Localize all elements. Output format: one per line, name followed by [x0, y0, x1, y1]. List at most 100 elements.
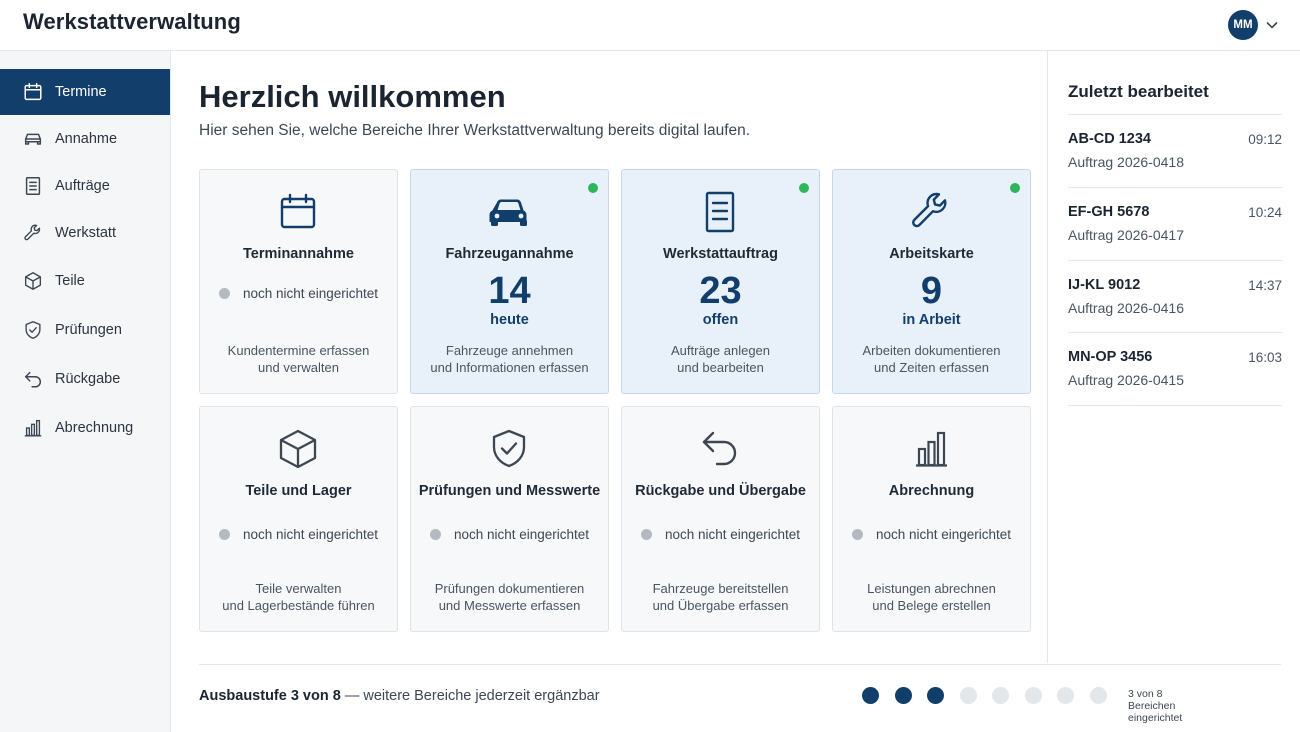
progress-dot-pending [1089, 687, 1107, 704]
tile-pruefungen-und-messwerte[interactable]: Prüfungen und Messwerte noch nicht einge… [410, 406, 609, 632]
progress-dot-pending [992, 687, 1009, 704]
status-text: noch nicht eingerichtet [875, 527, 1012, 542]
shield-check-icon [25, 321, 41, 339]
sidebar-item-label: Annahme [55, 131, 118, 147]
tile-arbeitskarte[interactable]: Arbeitskarte 9 in Arbeit Arbeiten dokume… [832, 169, 1031, 394]
tile-description-line: Fahrzeuge annehmen [445, 343, 574, 358]
user-avatar[interactable]: MM [1228, 10, 1258, 40]
box-icon [279, 429, 317, 469]
tile-terminannahme[interactable]: Terminannahme noch nicht eingerichtet Ku… [199, 169, 398, 394]
status-dot [851, 529, 863, 540]
tile-description: Arbeiten dokumentieren und Zeiten erfass… [833, 342, 1030, 376]
tile-description-line: Teile verwalten [255, 581, 342, 596]
progress-dot-done [862, 687, 879, 704]
footer-divider [199, 664, 1281, 665]
license-plate: EF-GH 5678 [1068, 204, 1150, 220]
sidebar-item-label: Abrechnung [55, 420, 134, 436]
recent-panel-title: Zuletzt bearbeitet [1068, 82, 1209, 101]
sidebar-item-abrechnung[interactable]: Abrechnung [0, 405, 170, 451]
app-title: Werkstattverwaltung [23, 9, 241, 34]
recent-item[interactable]: IJ-KL 9012 Auftrag 2026-0416 14:37 [1068, 261, 1282, 333]
progress-dot-done [894, 687, 912, 704]
car-icon [24, 133, 42, 145]
tile-title: Teile und Lager [245, 483, 352, 499]
calendar-icon [24, 83, 42, 101]
tile-count-unit: heute [490, 312, 529, 328]
main-content: Herzlich willkommen Hier sehen Sie, welc… [171, 51, 1281, 732]
divider [1068, 187, 1282, 188]
progress-dot-pending [1057, 687, 1074, 704]
tile-description: Kundentermine erfassen und verwalten [200, 342, 397, 376]
return-arrow-icon [702, 431, 737, 466]
tile-title: Abrechnung [888, 483, 975, 499]
status-dot [218, 529, 230, 540]
tile-fahrzeugannahme[interactable]: Fahrzeugannahme 14 heute Fahrzeuge anneh… [410, 169, 609, 394]
divider [1068, 332, 1282, 333]
sidebar-item-termine[interactable]: Termine [0, 69, 170, 115]
tile-description-line: und Übergabe erfassen [652, 598, 789, 613]
tile-rueckgabe-und-uebergabe[interactable]: Rückgabe und Übergabe noch nicht eingeri… [621, 406, 820, 632]
shield-check-icon [492, 429, 526, 468]
sidebar-item-label: Aufträge [55, 178, 110, 194]
sidebar-item-rueckgabe[interactable]: Rückgabe [0, 356, 170, 402]
status-dot [218, 288, 230, 299]
document-icon [25, 177, 41, 195]
car-icon [489, 199, 527, 226]
tile-teile-und-lager[interactable]: Teile und Lager noch nicht eingerichtet … [199, 406, 398, 632]
tile-description: Leistungen abrechnen und Belege erstelle… [833, 580, 1030, 614]
calendar-icon [280, 193, 316, 229]
tile-count: 9 [920, 270, 943, 312]
sidebar: Termine Annahme Aufträge Werkstatt Teile… [0, 51, 171, 732]
order-number: Auftrag 2026-0418 [1068, 154, 1184, 170]
tile-description-line: und Belege erstellen [872, 598, 991, 613]
sidebar-item-pruefungen[interactable]: Prüfungen [0, 307, 170, 353]
wrench-icon [912, 192, 947, 228]
sidebar-item-teile[interactable]: Teile [0, 258, 170, 304]
status-dot [640, 529, 652, 540]
timestamp: 09:12 [1248, 132, 1282, 147]
tile-count-unit: in Arbeit [902, 312, 961, 328]
tile-status: noch nicht eingerichtet [411, 527, 608, 542]
tile-description-line: Arbeiten dokumentieren [862, 343, 1001, 358]
top-bar: Werkstattverwaltung MM [0, 0, 1300, 51]
tile-description: Prüfungen dokumentieren und Messwerte er… [411, 580, 608, 614]
sidebar-item-annahme[interactable]: Annahme [0, 116, 170, 162]
tile-count-unit: offen [702, 312, 739, 328]
license-plate: AB-CD 1234 [1068, 131, 1151, 147]
license-plate: MN-OP 3456 [1068, 349, 1153, 365]
sidebar-item-label: Rückgabe [55, 371, 121, 387]
progress-indicator [862, 687, 1122, 704]
box-icon [24, 272, 42, 290]
tile-description: Aufträge anlegen und bearbeiten [622, 342, 819, 376]
sidebar-item-label: Termine [55, 84, 107, 100]
chevron-down-icon[interactable] [1264, 17, 1280, 33]
order-number: Auftrag 2026-0415 [1068, 372, 1184, 388]
recent-item[interactable]: MN-OP 3456 Auftrag 2026-0415 16:03 [1068, 333, 1282, 405]
tile-description: Teile verwalten und Lagerbestände führen [200, 580, 397, 614]
progress-dot-pending [959, 687, 977, 704]
divider [1068, 405, 1282, 406]
sidebar-item-auftraege[interactable]: Aufträge [0, 163, 170, 209]
recent-item[interactable]: AB-CD 1234 Auftrag 2026-0418 09:12 [1068, 115, 1282, 187]
tile-description-line: und bearbeiten [677, 360, 764, 375]
tile-count: 23 [699, 270, 742, 312]
tile-werkstattauftrag[interactable]: Werkstattauftrag 23 offen Aufträge anleg… [621, 169, 820, 394]
status-text: noch nicht eingerichtet [242, 286, 379, 301]
tile-description-line: Kundentermine erfassen [227, 343, 370, 358]
progress-dot-pending [1024, 687, 1042, 704]
sidebar-item-label: Prüfungen [55, 322, 122, 338]
tile-abrechnung[interactable]: Abrechnung noch nicht eingerichtet Leist… [832, 406, 1031, 632]
tile-description-line: Prüfungen dokumentieren [434, 581, 585, 596]
tile-status: noch nicht eingerichtet [833, 527, 1030, 542]
divider [1068, 260, 1282, 261]
timestamp: 14:37 [1248, 278, 1282, 293]
sidebar-item-werkstatt[interactable]: Werkstatt [0, 210, 170, 256]
live-status-dot [799, 183, 809, 193]
stage-label: Ausbaustufe 3 von 8 [199, 688, 341, 704]
stage-suffix: — weitere Bereiche jederzeit ergänzbar [340, 688, 600, 704]
status-text: noch nicht eingerichtet [242, 527, 379, 542]
recent-item[interactable]: EF-GH 5678 Auftrag 2026-0417 10:24 [1068, 188, 1282, 260]
status-dot [429, 529, 441, 540]
recent-panel: Zuletzt bearbeitet AB-CD 1234 Auftrag 20… [1047, 51, 1300, 663]
tile-description-line: und Lagerbestände führen [222, 598, 375, 613]
